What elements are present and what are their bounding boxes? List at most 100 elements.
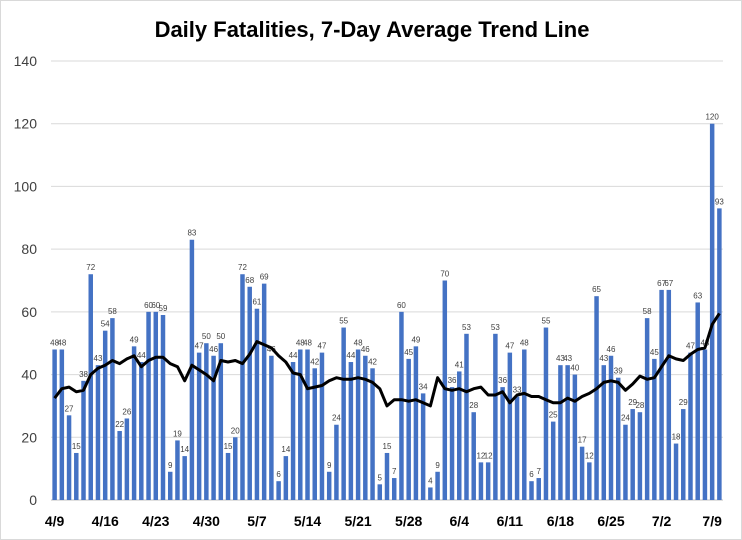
bar bbox=[384, 452, 390, 500]
bar bbox=[189, 239, 195, 500]
bar bbox=[457, 371, 462, 500]
bar bbox=[644, 318, 650, 500]
bar bbox=[428, 487, 433, 500]
bar bbox=[471, 412, 476, 500]
bar bbox=[587, 462, 592, 500]
data-label: 45 bbox=[650, 348, 659, 357]
data-label: 12 bbox=[484, 451, 493, 460]
bar bbox=[66, 415, 72, 500]
bar bbox=[341, 327, 346, 500]
bar bbox=[558, 365, 563, 500]
data-label: 19 bbox=[173, 429, 182, 438]
bar bbox=[290, 362, 296, 500]
data-label: 22 bbox=[115, 420, 124, 429]
bar bbox=[493, 333, 498, 500]
bar bbox=[312, 368, 317, 500]
bar bbox=[298, 349, 303, 500]
bar bbox=[160, 314, 166, 500]
bar bbox=[211, 355, 216, 500]
y-tick-label: 80 bbox=[21, 241, 37, 257]
data-label: 6 bbox=[529, 470, 534, 479]
data-label: 48 bbox=[296, 338, 305, 347]
bar bbox=[95, 365, 101, 500]
data-label: 48 bbox=[57, 338, 66, 347]
bar bbox=[514, 396, 520, 500]
y-tick-label: 120 bbox=[14, 116, 38, 132]
data-label: 60 bbox=[397, 301, 406, 310]
bar bbox=[117, 431, 122, 500]
data-label: 15 bbox=[383, 442, 392, 451]
bar bbox=[175, 440, 180, 500]
data-label: 38 bbox=[79, 370, 88, 379]
bar bbox=[420, 393, 426, 500]
data-label: 50 bbox=[216, 332, 225, 341]
bar bbox=[485, 462, 491, 500]
x-tick-label: 6/4 bbox=[450, 513, 470, 529]
bar bbox=[334, 424, 339, 500]
data-label: 42 bbox=[368, 357, 377, 366]
bar bbox=[363, 355, 368, 500]
bar bbox=[110, 318, 115, 500]
bar bbox=[167, 471, 173, 500]
data-label: 12 bbox=[585, 451, 594, 460]
chart-title: Daily Fatalities, 7-Day Average Trend Li… bbox=[155, 17, 590, 42]
bar bbox=[615, 377, 621, 500]
data-label: 42 bbox=[310, 357, 319, 366]
bar bbox=[131, 346, 137, 500]
bar bbox=[406, 358, 411, 500]
bar bbox=[88, 274, 93, 500]
bar bbox=[478, 462, 484, 500]
data-label: 4 bbox=[428, 476, 433, 485]
y-tick-label: 140 bbox=[14, 53, 38, 69]
data-label: 47 bbox=[686, 342, 695, 351]
data-label: 54 bbox=[101, 320, 110, 329]
bar bbox=[659, 289, 664, 500]
bar bbox=[196, 352, 202, 500]
data-label: 43 bbox=[563, 354, 572, 363]
data-label: 5 bbox=[378, 473, 383, 482]
bar bbox=[59, 349, 65, 500]
trend-line bbox=[53, 312, 721, 408]
data-label: 34 bbox=[419, 382, 428, 391]
data-label: 49 bbox=[130, 335, 139, 344]
data-label: 58 bbox=[108, 307, 117, 316]
data-label: 72 bbox=[86, 263, 95, 272]
data-label: 9 bbox=[168, 461, 173, 470]
data-label: 36 bbox=[498, 376, 507, 385]
data-label: 9 bbox=[435, 461, 440, 470]
bar bbox=[81, 380, 86, 500]
bar bbox=[695, 302, 700, 500]
x-tick-label: 5/21 bbox=[344, 513, 371, 529]
bar bbox=[688, 352, 693, 500]
y-tick-label: 20 bbox=[21, 429, 37, 445]
bar bbox=[319, 352, 325, 500]
bar bbox=[435, 471, 440, 500]
data-label: 29 bbox=[679, 398, 688, 407]
y-axis-ticks: 0 20 40 60 80 100 120 140 bbox=[14, 53, 38, 508]
data-label: 29 bbox=[628, 398, 637, 407]
bar bbox=[399, 311, 404, 500]
data-label: 68 bbox=[245, 276, 254, 285]
data-label: 58 bbox=[643, 307, 652, 316]
gridlines bbox=[51, 60, 723, 501]
data-label: 59 bbox=[159, 304, 168, 313]
data-label: 43 bbox=[556, 354, 565, 363]
data-label: 14 bbox=[180, 445, 189, 454]
x-tick-label: 4/23 bbox=[142, 513, 169, 529]
data-label: 28 bbox=[635, 401, 644, 410]
bar bbox=[124, 418, 130, 500]
bar bbox=[543, 327, 549, 500]
bar bbox=[139, 362, 144, 500]
bar bbox=[370, 368, 375, 500]
data-label: 53 bbox=[462, 323, 471, 332]
bar bbox=[637, 412, 643, 500]
bar bbox=[283, 456, 289, 500]
trend-line-series bbox=[53, 312, 721, 408]
data-label: 83 bbox=[187, 229, 196, 238]
data-label: 7 bbox=[537, 467, 542, 476]
data-label: 72 bbox=[238, 263, 247, 272]
data-label: 48 bbox=[520, 338, 529, 347]
y-tick-label: 100 bbox=[14, 178, 38, 194]
